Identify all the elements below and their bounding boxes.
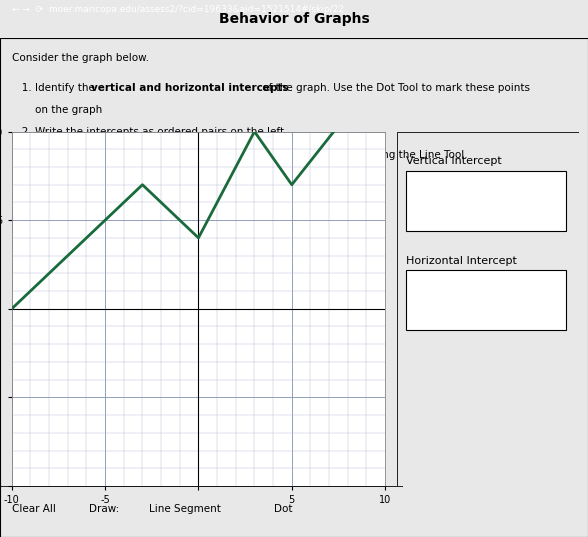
Text: 1. Identify the: 1. Identify the (12, 83, 98, 92)
Text: Line Segment: Line Segment (149, 504, 221, 514)
Text: vertical and horizontal intercepts: vertical and horizontal intercepts (91, 83, 289, 92)
Text: decreasing: decreasing (168, 150, 232, 160)
Text: 2. Write the intercepts as ordered pairs on the left.: 2. Write the intercepts as ordered pairs… (12, 127, 288, 137)
Text: Consider the graph below.: Consider the graph below. (12, 53, 149, 63)
Text: Vertical Intercept: Vertical Intercept (406, 156, 502, 166)
Text: Behavior of Graphs: Behavior of Graphs (219, 12, 369, 26)
FancyBboxPatch shape (406, 171, 566, 231)
Text: 3. Identify where the graph is: 3. Identify where the graph is (12, 150, 179, 160)
Text: Clear All: Clear All (12, 504, 56, 514)
Text: Dot: Dot (274, 504, 292, 514)
Text: of the graph. Use the Dot Tool to mark these points: of the graph. Use the Dot Tool to mark t… (259, 83, 530, 92)
Text: ← →  ⟳  moer.maricopa.edu/assess2/?cid=19633&aid=1521514#/skip/22: ← → ⟳ moer.maricopa.edu/assess2/?cid=196… (12, 5, 344, 14)
Text: on the graph: on the graph (35, 105, 102, 115)
Text: Draw:: Draw: (89, 504, 119, 514)
Text: Horizontal Intercept: Horizontal Intercept (406, 256, 517, 266)
FancyBboxPatch shape (406, 270, 566, 330)
Text: . Highlight these segments using the Line Tool.: . Highlight these segments using the Lin… (223, 150, 468, 160)
